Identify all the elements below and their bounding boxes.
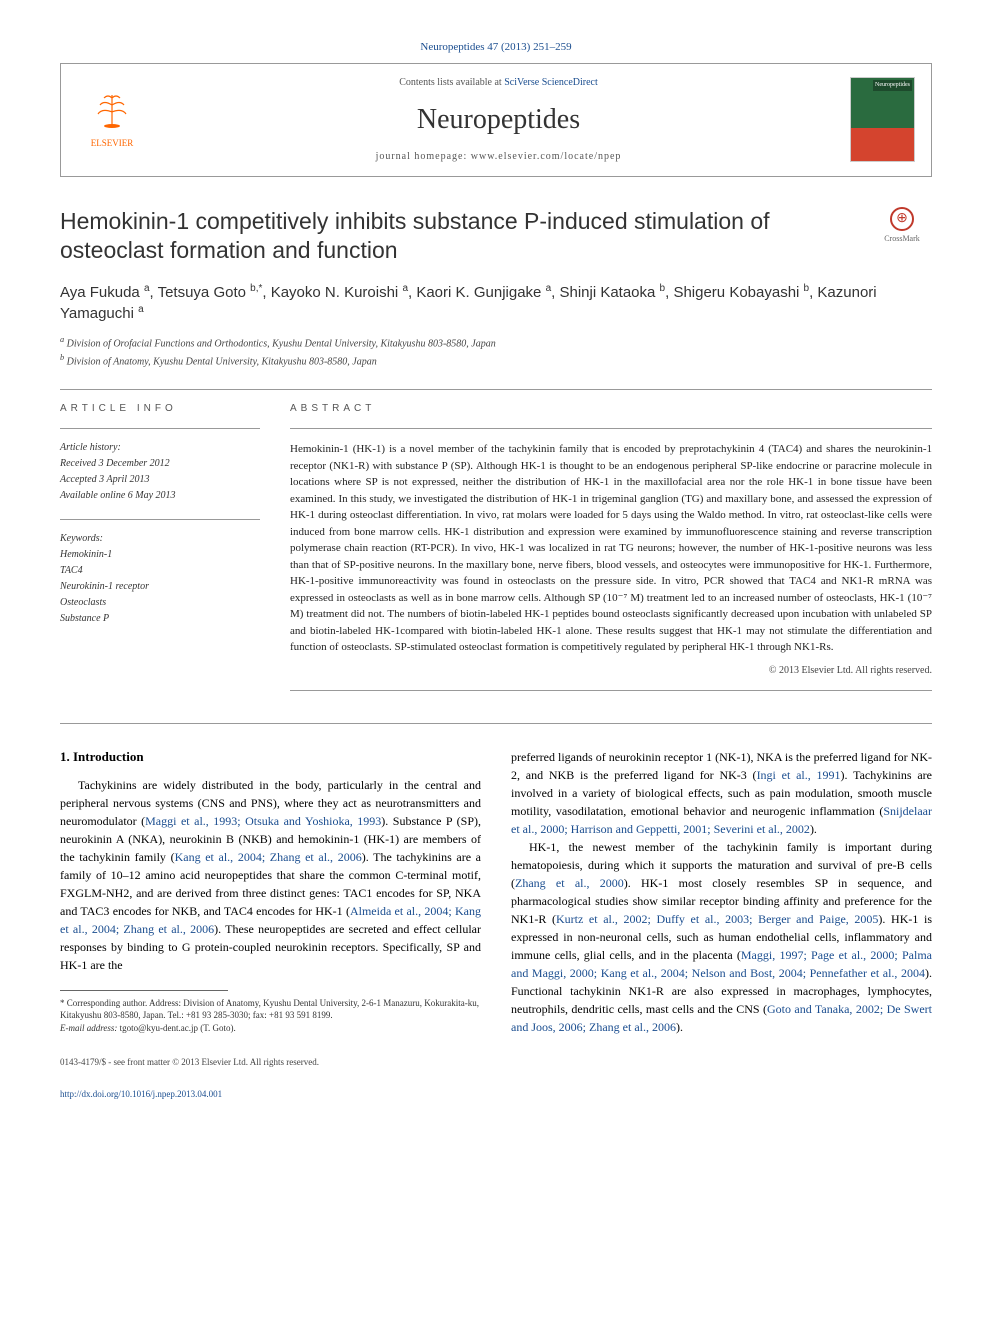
divider — [60, 389, 932, 390]
journal-homepage: journal homepage: www.elsevier.com/locat… — [147, 150, 850, 164]
journal-cover-thumbnail[interactable]: Neuropeptides — [850, 77, 915, 162]
email-footnote: E-mail address: tgoto@kyu-dent.ac.jp (T.… — [60, 1022, 481, 1035]
cover-label: Neuropeptides — [873, 80, 912, 90]
affiliation-a: a Division of Orofacial Functions and Or… — [60, 334, 932, 351]
affiliation-b: b Division of Anatomy, Kyushu Dental Uni… — [60, 352, 932, 369]
left-column: 1. Introduction Tachykinins are widely d… — [60, 748, 481, 1036]
intro-paragraph-1: Tachykinins are widely distributed in th… — [60, 776, 481, 974]
keywords-block: Keywords: Hemokinin-1 TAC4 Neurokinin-1 … — [60, 532, 260, 626]
divider — [290, 428, 932, 429]
publisher-name: ELSEVIER — [77, 137, 147, 150]
divider — [60, 519, 260, 520]
abstract-heading: ABSTRACT — [290, 402, 932, 416]
divider — [60, 723, 932, 724]
homepage-url[interactable]: www.elsevier.com/locate/npep — [471, 151, 622, 162]
history-received: Received 3 December 2012 — [60, 457, 260, 471]
footer-copyright: 0143-4179/$ - see front matter © 2013 El… — [60, 1056, 932, 1069]
doi-link[interactable]: http://dx.doi.org/10.1016/j.npep.2013.04… — [60, 1089, 222, 1099]
contents-prefix: Contents lists available at — [399, 77, 504, 88]
article-info-column: ARTICLE INFO Article history: Received 3… — [60, 402, 260, 703]
email-link[interactable]: tgoto@kyu-dent.ac.jp — [120, 1023, 198, 1033]
history-accepted: Accepted 3 April 2013 — [60, 473, 260, 487]
keyword: TAC4 — [60, 564, 260, 578]
citation-link[interactable]: Neuropeptides 47 (2013) 251–259 — [420, 41, 571, 53]
homepage-prefix: journal homepage: — [376, 151, 471, 162]
email-name: (T. Goto). — [198, 1023, 236, 1033]
right-column: preferred ligands of neurokinin receptor… — [511, 748, 932, 1036]
affiliations: a Division of Orofacial Functions and Or… — [60, 334, 932, 369]
intro-paragraph-3: HK-1, the newest member of the tachykini… — [511, 838, 932, 1036]
abstract-column: ABSTRACT Hemokinin-1 (HK-1) is a novel m… — [290, 402, 932, 703]
intro-paragraph-2: preferred ligands of neurokinin receptor… — [511, 748, 932, 838]
journal-name: Neuropeptides — [147, 100, 850, 139]
keyword: Substance P — [60, 612, 260, 626]
copyright-line: © 2013 Elsevier Ltd. All rights reserved… — [290, 664, 932, 678]
crossmark-badge[interactable]: ⊕ CrossMark — [872, 207, 932, 244]
footer-doi: http://dx.doi.org/10.1016/j.npep.2013.04… — [60, 1088, 932, 1101]
contents-line: Contents lists available at SciVerse Sci… — [147, 76, 850, 90]
journal-citation: Neuropeptides 47 (2013) 251–259 — [60, 40, 932, 55]
email-label: E-mail address: — [60, 1023, 120, 1033]
journal-center-block: Contents lists available at SciVerse Sci… — [147, 76, 850, 163]
authors-list: Aya Fukuda a, Tetsuya Goto b,*, Kayoko N… — [60, 282, 932, 324]
keyword: Hemokinin-1 — [60, 548, 260, 562]
divider — [60, 428, 260, 429]
history-online: Available online 6 May 2013 — [60, 489, 260, 503]
body-columns: 1. Introduction Tachykinins are widely d… — [60, 748, 932, 1036]
article-history: Article history: Received 3 December 201… — [60, 441, 260, 503]
footnote-divider — [60, 990, 228, 991]
crossmark-label: CrossMark — [884, 234, 920, 243]
sciencedirect-link[interactable]: SciVerse ScienceDirect — [504, 77, 598, 88]
corresponding-footnote: * Corresponding author. Address: Divisio… — [60, 997, 481, 1022]
history-label: Article history: — [60, 441, 260, 455]
divider — [290, 690, 932, 691]
section-heading-intro: 1. Introduction — [60, 748, 481, 766]
journal-masthead: ELSEVIER Contents lists available at Sci… — [60, 63, 932, 176]
elsevier-tree-icon — [92, 90, 132, 130]
keywords-label: Keywords: — [60, 532, 260, 546]
keyword: Neurokinin-1 receptor — [60, 580, 260, 594]
abstract-text: Hemokinin-1 (HK-1) is a novel member of … — [290, 441, 932, 656]
publisher-logo[interactable]: ELSEVIER — [77, 90, 147, 150]
crossmark-icon: ⊕ — [890, 207, 914, 231]
article-title: Hemokinin-1 competitively inhibits subst… — [60, 207, 932, 267]
keyword: Osteoclasts — [60, 596, 260, 610]
article-info-heading: ARTICLE INFO — [60, 402, 260, 416]
info-abstract-row: ARTICLE INFO Article history: Received 3… — [60, 402, 932, 703]
